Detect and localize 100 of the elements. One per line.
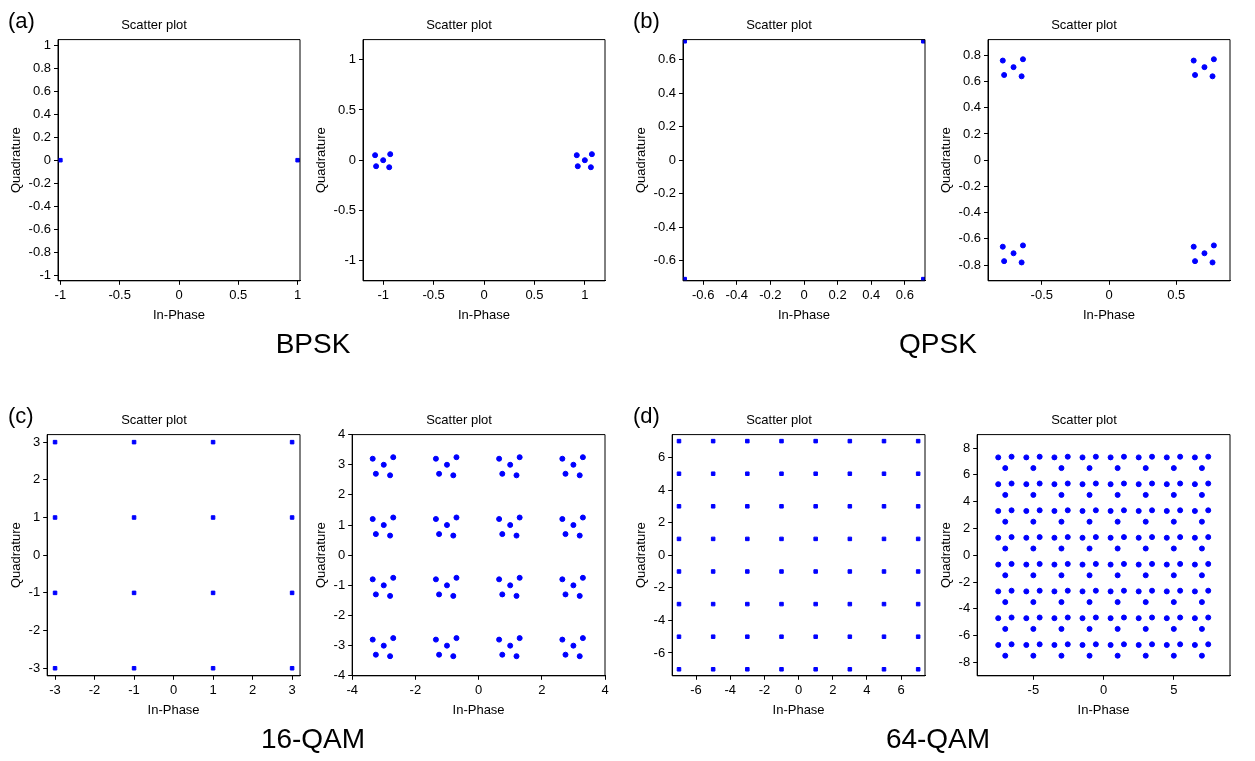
x-tick-label: 0 [169,682,178,698]
x-tick-label: 6 [897,682,905,698]
y-tick-label: -2 [333,607,346,623]
x-axis-title: In-Phase [777,306,831,322]
y-tick-label: -0.4 [653,218,676,234]
x-tick-label: 1 [294,287,302,303]
y-tick-label: 0.8 [962,46,981,62]
chart-title: Scatter plot [121,17,188,33]
x-tick-label: -0.5 [1030,287,1053,303]
y-tick-label: -0.8 [28,243,51,259]
y-tick-label: 8 [962,439,971,455]
x-tick-label: -0.5 [422,287,445,303]
x-tick-label: -1 [128,682,140,698]
y-tick-label: -3 [28,659,41,675]
chart-title: Scatter plot [426,412,493,428]
x-tick-label: -6 [690,682,702,698]
x-tick-label: 0.6 [895,287,914,303]
x-tick-label: 0.4 [862,287,881,303]
x-axis-title: In-Phase [147,701,200,717]
y-tick-label: -0.2 [28,174,51,190]
y-tick-label: 0.2 [657,118,676,134]
y-tick-label: 0.2 [32,128,51,144]
y-tick-label: -0.4 [28,197,51,213]
y-tick-label: -4 [958,600,971,616]
x-tick-label: 0 [474,682,483,698]
y-tick-label: 0.5 [337,101,356,117]
text: 64-QAM [884,723,992,755]
x-axis-title: In-Phase [772,701,825,717]
x-tick-label: 1 [209,682,217,698]
text: (b) [633,8,660,34]
x-tick-label: 0 [794,682,803,698]
y-tick-label: -6 [958,627,971,643]
y-tick-label: -4 [333,667,346,683]
x-tick-label: -0.4 [725,287,748,303]
x-tick-label: 0 [1105,287,1113,303]
text: (c) [8,403,34,429]
x-tick-label: -4 [724,682,737,698]
text: QPSK [898,328,978,360]
text: (d) [633,403,660,429]
y-axis-title: Quadrature [938,522,954,589]
x-axis-title: In-Phase [452,701,505,717]
x-tick-label: 4 [863,682,871,698]
y-tick-label: -0.2 [958,178,981,193]
x-tick-label: -0.5 [108,287,131,303]
y-tick-label: 0.6 [32,82,51,98]
y-axis-title: Quadrature [313,127,329,194]
y-tick-label: 2 [962,519,971,535]
y-tick-label: 0.8 [32,59,51,75]
y-tick-label: -4 [653,611,666,627]
x-tick-label: -1 [377,287,389,303]
y-tick-label: 0.4 [962,99,981,115]
chart-title: Scatter plot [746,17,813,33]
x-tick-label: 0.5 [229,287,248,303]
y-axis-title: Quadrature [8,522,24,589]
x-tick-label: 0.5 [525,287,544,303]
y-axis-title: Quadrature [633,127,649,194]
y-tick-label: -0.6 [653,252,676,268]
y-tick-label: 6 [657,448,666,464]
y-tick-label: 0 [32,546,41,562]
y-tick-label: 1 [32,509,41,525]
x-tick-label: 3 [288,682,296,698]
y-tick-label: -0.6 [28,220,51,236]
y-tick-label: -0.5 [333,202,356,218]
y-tick-label: -0.6 [958,230,981,246]
y-tick-label: 1 [43,36,51,52]
y-tick-label: 0.6 [962,73,981,89]
chart-title: Scatter plot [746,412,813,428]
y-tick-label: 6 [962,466,971,482]
x-tick-label: -5 [1027,682,1040,698]
x-tick-label: -2 [88,682,101,698]
x-tick-label: 0 [800,287,808,303]
y-tick-label: 1 [348,51,356,67]
text: 16-QAM [259,723,367,755]
x-tick-label: 0 [1099,682,1108,698]
y-axis-title: Quadrature [938,127,954,194]
y-tick-label: 0.6 [657,51,676,67]
y-tick-label: -6 [653,644,666,660]
x-tick-label: 2 [829,682,837,698]
y-tick-label: 4 [337,426,346,442]
y-tick-label: -1 [333,576,346,592]
y-tick-label: 2 [32,471,41,487]
y-axis-title: Quadrature [313,522,329,589]
x-tick-label: -0.2 [759,287,782,303]
x-tick-label: 1 [581,287,589,303]
y-tick-label: -8 [958,653,971,669]
y-tick-label: -2 [653,579,666,595]
y-tick-label: -3 [333,637,346,653]
y-tick-label: -1 [28,584,41,600]
y-axis-title: Quadrature [8,127,24,194]
x-tick-label: -2 [409,682,422,698]
y-tick-label: 0 [43,151,51,167]
x-tick-label: 2 [248,682,257,698]
y-tick-label: -1 [344,252,356,268]
y-tick-label: -0.8 [958,256,981,272]
x-axis-title: In-Phase [457,306,511,322]
x-tick-label: 2 [538,682,546,698]
y-tick-label: -0.2 [653,185,676,201]
text: BPSK [274,328,352,360]
y-tick-label: 0 [962,546,971,562]
y-tick-label: 3 [337,456,346,472]
